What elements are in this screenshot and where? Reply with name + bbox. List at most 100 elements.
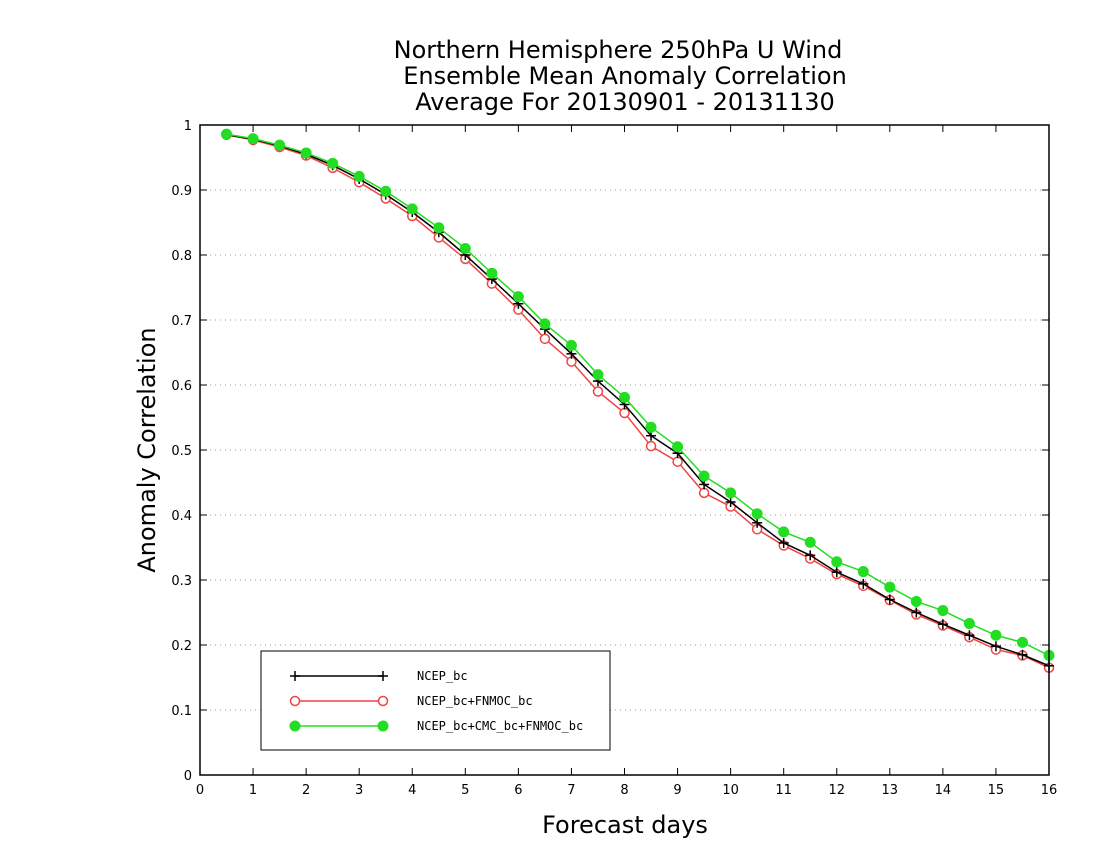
data-point: [778, 537, 789, 548]
legend-item-ncep-bc: NCEP_bc: [290, 669, 468, 683]
data-point: [884, 594, 895, 605]
series-ncep-bc-fnmoc-bc: [221, 129, 1055, 673]
y-tick-label: 0.2: [171, 639, 192, 654]
legend-label: NCEP_bc+CMC_bc+FNMOC_bc: [417, 719, 583, 733]
x-tick-label: 4: [408, 783, 416, 798]
x-tick-label: 7: [567, 783, 575, 798]
y-tick-label: 0.6: [171, 379, 192, 394]
chart-title-line-2: Ensemble Mean Anomaly Correlation: [403, 62, 847, 90]
y-tick-label: 0.9: [171, 184, 192, 199]
series-layer: [221, 128, 1055, 673]
x-tick-label: 15: [988, 783, 1005, 798]
data-point: [884, 581, 896, 593]
grid-lines: [200, 189, 1049, 711]
series-ncep-bc-cmc-bc-fnmoc-bc: [221, 128, 1055, 661]
legend-label: NCEP_bc+FNMOC_bc: [417, 694, 533, 708]
data-point: [645, 421, 657, 433]
data-point: [937, 605, 949, 617]
data-point: [858, 578, 869, 589]
data-point: [459, 243, 471, 254]
chart-title-line-3: Average For 20130901 - 20131130: [415, 88, 835, 116]
data-point: [406, 203, 418, 215]
x-tick-label: 5: [461, 783, 469, 798]
legend-marker-end: [378, 671, 388, 681]
data-point: [990, 629, 1002, 641]
legend-marker-start: [290, 671, 300, 681]
data-point: [672, 441, 684, 453]
y-axis: 0 0.1 0.2 0.3 0.4 0.5 0.6 0.7 0.8 0.9 1: [171, 119, 1049, 784]
data-point: [805, 550, 816, 561]
x-tick-label: 16: [1041, 783, 1058, 798]
data-point: [433, 222, 445, 234]
data-point: [1017, 649, 1028, 660]
x-tick-label: 14: [935, 783, 952, 798]
series-line: [226, 134, 1050, 667]
data-point: [512, 291, 524, 303]
data-point: [752, 517, 763, 528]
data-point: [698, 487, 710, 499]
data-point: [751, 508, 763, 520]
data-point: [619, 391, 630, 403]
chart-title: Northern Hemisphere 250hPa U Wind Ensemb…: [394, 36, 847, 116]
x-tick-label: 13: [882, 783, 899, 798]
data-point: [565, 339, 577, 351]
data-point: [990, 641, 1001, 652]
x-axis-label: Forecast days: [542, 811, 708, 839]
x-tick-label: 9: [673, 783, 681, 798]
legend-label: NCEP_bc: [417, 669, 468, 683]
data-point: [831, 567, 842, 578]
data-point: [857, 566, 869, 578]
data-point: [1016, 636, 1028, 648]
y-tick-label: 0.4: [171, 509, 192, 524]
data-point: [592, 386, 604, 397]
data-point: [327, 157, 339, 169]
x-tick-label: 3: [355, 783, 363, 798]
data-point: [274, 139, 286, 151]
y-tick-label: 0.7: [171, 314, 192, 329]
data-point: [725, 487, 737, 499]
legend-marker-end: [377, 720, 389, 732]
data-point: [247, 133, 259, 145]
x-tick-label: 6: [514, 783, 522, 798]
x-tick-label: 10: [722, 783, 739, 798]
data-point: [300, 147, 312, 159]
data-point: [221, 128, 233, 140]
data-point: [592, 369, 604, 381]
y-tick-label: 0.3: [171, 574, 192, 589]
data-point: [539, 333, 551, 345]
data-point: [380, 185, 392, 197]
y-axis-label: Anomaly Correlation: [133, 327, 161, 572]
legend-item-ncep-bc-cmc-bc-fnmoc-bc: NCEP_bc+CMC_bc+FNMOC_bc: [289, 719, 583, 733]
legend-marker-start: [289, 720, 301, 732]
series-line: [226, 134, 1050, 669]
y-tick-label: 0.5: [171, 444, 192, 459]
data-point: [539, 318, 551, 330]
x-tick-label: 11: [775, 783, 792, 798]
chart-title-line-1: Northern Hemisphere 250hPa U Wind: [394, 36, 843, 64]
x-tick-label: 2: [302, 783, 310, 798]
data-point: [964, 630, 975, 641]
y-tick-label: 0: [184, 769, 192, 784]
data-point: [911, 607, 922, 618]
series-ncep-bc: [221, 129, 1054, 671]
x-tick-label: 8: [620, 783, 628, 798]
data-point: [698, 470, 710, 482]
x-tick-label: 12: [828, 783, 845, 798]
data-point: [778, 526, 790, 538]
legend-item-ncep-bc-fnmoc-bc: NCEP_bc+FNMOC_bc: [289, 694, 533, 708]
y-tick-label: 0.1: [171, 704, 192, 719]
data-point: [353, 170, 365, 182]
data-point: [486, 267, 498, 279]
legend-marker-end: [377, 695, 389, 707]
data-point: [672, 456, 683, 467]
legend-marker-start: [289, 695, 301, 707]
x-tick-label: 0: [196, 783, 204, 798]
series-line: [226, 133, 1050, 657]
data-point: [645, 440, 657, 452]
x-axis: 0 1 2 3 4 5 6 7 8 9 10 11 12 13 14 15 16: [196, 125, 1057, 798]
legend: NCEP_bc NCEP_bc+FNMOC_bc NCEP_bc+CMC_bc+FN…: [260, 650, 611, 751]
data-point: [831, 556, 843, 568]
data-point: [937, 619, 948, 630]
data-point: [619, 407, 630, 419]
